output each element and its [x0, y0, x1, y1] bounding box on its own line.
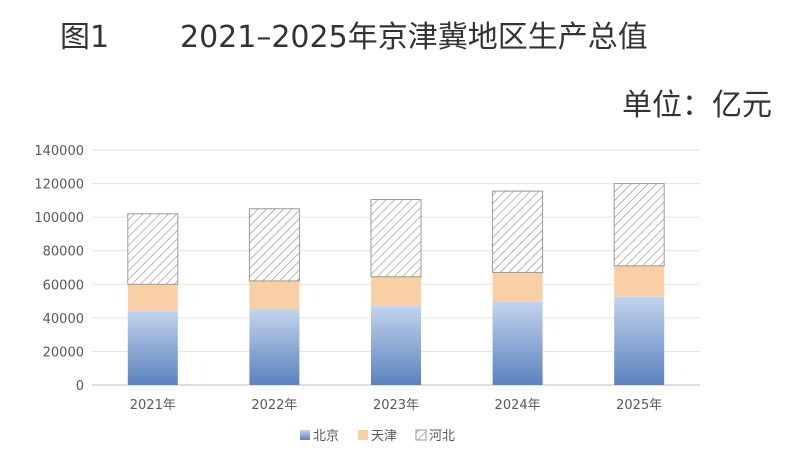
y-tick-label: 140000 — [34, 144, 84, 159]
legend-swatch — [358, 430, 368, 440]
y-axis-ticks: 0 20000 40000 60000 80000 100000 120000 140000 — [34, 144, 84, 394]
figure-label: 图1 — [60, 20, 110, 55]
chart-title: 2021–2025年京津冀地区生产总值 — [180, 20, 648, 55]
legend-label: 天津 — [371, 429, 397, 444]
x-tick-label: 2021年 — [130, 398, 176, 413]
y-tick-label: 100000 — [34, 211, 84, 226]
bar-天津-2022年 — [249, 280, 300, 310]
y-tick-label: 40000 — [43, 312, 84, 327]
legend-label: 北京 — [313, 429, 339, 444]
bar-河北-2024年 — [492, 190, 544, 274]
x-tick-label: 2025年 — [616, 398, 662, 413]
legend-swatch — [300, 430, 310, 440]
x-tick-label: 2022年 — [251, 398, 297, 413]
bar-天津-2024年 — [492, 272, 543, 302]
bar-北京-2024年 — [492, 301, 543, 385]
y-tick-label: 60000 — [43, 278, 84, 293]
legend-swatch — [415, 429, 427, 441]
bar-天津-2021年 — [127, 284, 178, 312]
bar-北京-2023年 — [371, 306, 421, 385]
bar-河北-2025年 — [613, 183, 665, 267]
legend-label: 河北 — [429, 429, 455, 444]
x-tick-label: 2023年 — [373, 398, 419, 413]
bar-河北-2023年 — [370, 199, 422, 278]
bar-河北-2022年 — [248, 208, 300, 282]
x-tick-label: 2024年 — [495, 398, 541, 413]
y-tick-label: 0 — [76, 379, 84, 394]
y-tick-label: 80000 — [43, 245, 84, 260]
y-tick-label: 120000 — [34, 178, 84, 193]
bar-天津-2025年 — [614, 265, 665, 297]
bar-北京-2025年 — [614, 296, 665, 385]
legend: 北京 天津 河北 — [300, 429, 455, 444]
x-axis-ticks: 2021年 2022年 2023年 2024年 2025年 — [130, 398, 662, 413]
bars — [127, 183, 665, 385]
bar-河北-2021年 — [127, 213, 179, 285]
bar-天津-2023年 — [371, 276, 421, 307]
unit-label: 单位：亿元 — [622, 88, 772, 123]
y-tick-label: 20000 — [43, 345, 84, 360]
bar-北京-2022年 — [249, 309, 300, 385]
bar-北京-2021年 — [127, 311, 178, 385]
